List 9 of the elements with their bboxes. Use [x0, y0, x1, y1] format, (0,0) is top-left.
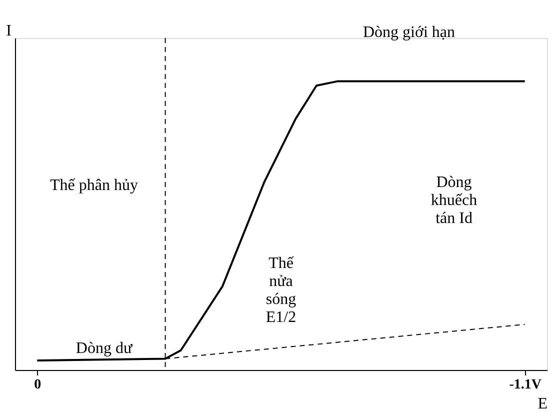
- annotation: Thế nửa sóng E1/2: [266, 255, 296, 326]
- x-axis-title: E: [538, 396, 548, 412]
- y-axis-title: I: [6, 22, 12, 40]
- text: Dòng giới hạn: [362, 24, 456, 41]
- annotation: Dòng dư: [76, 340, 134, 357]
- x-tick-label: 0: [34, 378, 42, 392]
- x-tick-label: -1.1V: [509, 378, 542, 392]
- annotation: Dòng khuếch tán Id: [430, 174, 478, 227]
- annotation: Thế phân hủy: [50, 177, 138, 194]
